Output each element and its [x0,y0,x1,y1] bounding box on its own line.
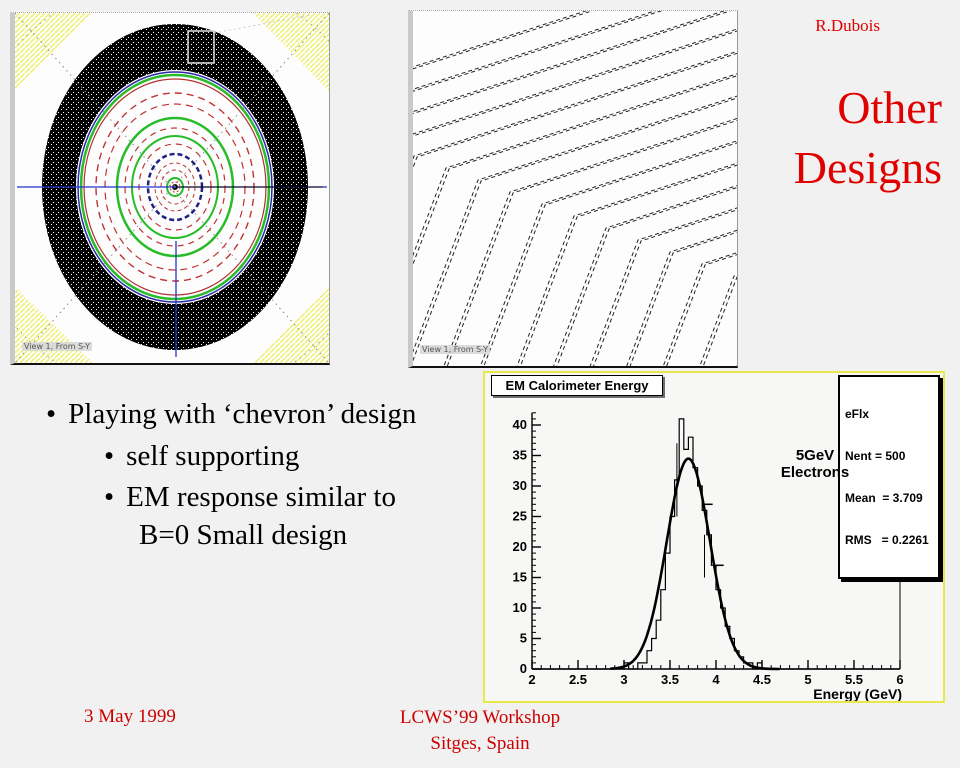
svg-text:3: 3 [620,672,627,687]
chevron-figure-caption: View 1, From S-Y [420,345,490,354]
slide-title-line1: Other [837,82,942,133]
svg-text:5: 5 [804,672,811,687]
annotation-line2: Electrons [780,464,850,481]
footer-date: 3 May 1999 [84,706,176,727]
svg-text:2.5: 2.5 [569,672,587,687]
histogram-annotation: 5GeV Electrons [763,447,867,481]
svg-text:2: 2 [528,672,535,687]
stats-mean: Mean = 3.709 [845,491,923,505]
svg-text:15: 15 [513,570,527,585]
bullet-text: self supporting [126,440,300,472]
svg-text:40: 40 [513,417,527,432]
histogram-stats-box: eFlx Nent = 500 Mean = 3.709 RMS = 0.226… [838,375,940,579]
svg-text:35: 35 [513,448,527,463]
detector-figure-caption: View 1, From S-Y [22,342,92,351]
svg-text:Energy (GeV): Energy (GeV) [813,686,902,701]
bullet-item-1: • Playing with ‘chevron’ design [46,398,416,431]
bullet-item-3: • EM response similar to [104,481,396,514]
footer-event: LCWS’99 Workshop [399,707,561,728]
bullet-glyph: • [46,398,57,430]
bullet-text: B=0 Small design [139,519,348,551]
svg-text:6: 6 [896,672,903,687]
svg-text:30: 30 [513,478,527,493]
slide-title-line2: Designs [793,142,942,193]
bullet-glyph: • [104,440,115,472]
stats-entries: Nent = 500 [845,449,906,463]
author-name: R.Dubois [815,16,880,35]
chevron-figure [413,11,737,366]
slide-title: Other Designs [794,78,942,198]
bullet-item-4: B=0 Small design [139,519,347,552]
bullet-text: Playing with ‘chevron’ design [68,398,417,430]
svg-text:25: 25 [513,509,527,524]
histogram-plot: 2 2.5 3 3.5 4 4.5 5 5.5 6 0 5 10 15 20 25 30 35 40 Energy … [513,412,904,702]
stats-rms: RMS = 0.2261 [845,533,929,547]
svg-text:10: 10 [513,600,527,615]
detector-figure-panel: View 1, From S-Y [10,12,330,365]
svg-text:0: 0 [520,661,527,676]
bullet-glyph: • [104,481,115,513]
svg-text:5.5: 5.5 [845,672,863,687]
svg-text:4.5: 4.5 [753,672,771,687]
detector-figure [15,13,329,363]
footer-location: Sitges, Spain [430,733,530,754]
bullet-text: EM response similar to [126,481,396,513]
svg-text:3.5: 3.5 [661,672,679,687]
stats-name: eFlx [845,407,870,421]
svg-text:4: 4 [712,672,720,687]
chevron-figure-panel: View 1, From S-Y [408,10,738,368]
svg-text:20: 20 [513,539,527,554]
histogram-title: EM Calorimeter Energy [491,375,663,396]
histogram-panel: 2 2.5 3 3.5 4 4.5 5 5.5 6 0 5 10 15 20 25 30 35 40 Energy … [483,371,945,703]
bullet-item-2: • self supporting [104,440,299,473]
svg-text:5: 5 [520,631,527,646]
footer-workshop: LCWS’99 Workshop Sitges, Spain [320,705,640,757]
annotation-line1: 5GeV [795,447,835,464]
